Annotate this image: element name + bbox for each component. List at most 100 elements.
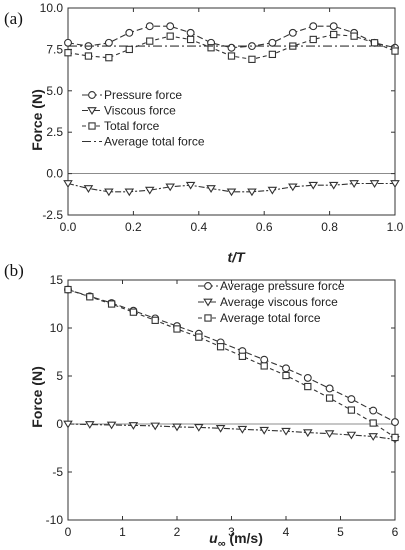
panel-b-xtick-label: 2 (174, 525, 181, 539)
panel-b-xtick-label: 4 (283, 525, 290, 539)
panel-b-average-pressure-force-point (369, 406, 378, 415)
panel-b-average-viscous-force-point (216, 424, 225, 433)
panel-b-average-total-force-point (173, 325, 181, 333)
panel-a-pressure-force-point (227, 43, 236, 52)
panel-b-xlabel: u∞ (m/s) (209, 530, 263, 550)
panel-a-total-force-point (84, 52, 93, 60)
panel-a-xtick-label: 0.2 (125, 220, 142, 234)
panel-b-average-pressure-force-point (347, 395, 356, 403)
panel-a-total-force-point (227, 52, 236, 60)
panel-a-total-force-point (105, 54, 113, 62)
panel-a-plot: 0.0 0.2 0.4 0.6 0.8 1.0-2.50.02.55.07.510.0 (40, 1, 404, 234)
panel-b-series-average-total-force (67, 289, 396, 438)
panel-b-xlabel-subscript: ∞ (218, 538, 226, 550)
panel-b-average-pressure-force-point (282, 364, 290, 373)
panel-a-ytick-label: 2.5 (46, 125, 63, 139)
panel-a-viscous-force-point (370, 180, 379, 188)
panel-a-total-force-point (350, 32, 358, 40)
panel-a-total-force-point (125, 45, 133, 54)
panel-a-pressure-force-point (125, 28, 134, 37)
panel-a-pressure-force-point (309, 22, 318, 31)
panel-b-series-average-pressure-force (67, 289, 396, 423)
panel-a-viscous-force-point (268, 186, 277, 195)
panel-a-ytick-label: 0.0 (46, 167, 63, 181)
panel-b-average-total-force-point (195, 333, 203, 341)
panel-a-total-force-point (391, 47, 399, 55)
panel-b-average-total-force-point (86, 293, 94, 301)
panel-a-pressure-force-point (145, 22, 154, 31)
panel-a-legend-marker-total-force (88, 122, 96, 130)
panel-b-ytick-label: 10 (50, 321, 64, 335)
panel-b-average-pressure-force-point (391, 418, 399, 427)
panel-b-xtick-label: 0 (65, 525, 72, 539)
panel-b-legend-label-average-viscous-force: Average viscous force (220, 295, 338, 309)
panel-b-ylabel: Force (N) (29, 366, 45, 427)
panel-a-total-force-point (248, 55, 256, 63)
panel-a-ytick-label: 10.0 (40, 1, 64, 15)
panel-a-ytick-label: 5.0 (46, 84, 63, 98)
panel-b-xtick-label: 1 (119, 525, 126, 539)
panel-b-average-pressure-force-point (325, 384, 334, 393)
panel-a-frame (67, 7, 396, 216)
panel-b: (b) Force (N) u∞ (m/s) 0 1 2 3 4 5 6 -10 -5 0 5 10 1… (4, 261, 400, 550)
panel-a-total-force-point (186, 35, 195, 44)
panel-b-average-total-force-point (369, 419, 377, 427)
panel-b-ytick-label: 5 (56, 369, 63, 383)
panel-b-label: (b) (4, 261, 24, 280)
panel-a-label: (a) (4, 9, 23, 28)
panel-a-legend-label-average-total-force: Average total force (104, 135, 205, 149)
panel-b-xtick-label: 3 (228, 525, 235, 539)
panel-a-pressure-force-point (329, 22, 338, 31)
panel-a-xlabel: t/T (227, 249, 246, 265)
panel-a-legend-label-total-force: Total force (104, 119, 160, 133)
panel-a-total-force-point (330, 30, 338, 39)
panel-a-legend-marker-pressure-force (88, 91, 96, 99)
panel-b-average-total-force-point (238, 352, 247, 360)
panel-b-average-total-force-point (347, 406, 356, 414)
panel-b-legend-label-average-total-force: Average total force (220, 311, 321, 325)
panel-b-xtick-label: 5 (337, 525, 344, 539)
panel-a-pressure-force-point (268, 38, 277, 47)
panel-a-pressure-force-point (186, 28, 195, 37)
panel-b-legend: Average pressure force Average viscous fo… (198, 279, 345, 325)
panel-b-average-total-force-point (64, 285, 72, 294)
panel-a-xtick-label: 0.8 (321, 220, 338, 234)
panel-b-average-pressure-force-point (303, 373, 312, 382)
panel-b-legend-marker-average-pressure-force (204, 282, 212, 290)
panel-b-ytick-label: -10 (46, 513, 64, 527)
panel-b-ytick-label: 0 (56, 417, 63, 431)
panel-a-viscous-force-point (84, 185, 93, 193)
panel-b-plot: 0 1 2 3 4 5 6 -10 -5 0 5 10 15 (46, 273, 400, 539)
panel-b-average-total-force-point (325, 394, 334, 402)
panel-a: (a) Force (N) t/T 0.0 0.2 0.4 0.6 0.8 1.0 -2.5… (4, 1, 404, 265)
panel-b-xlabel-unit: (m/s) (226, 530, 263, 546)
panel-a-xtick-label: 0.4 (190, 220, 207, 234)
panel-a-ylabel: Force (N) (29, 89, 45, 150)
panel-b-average-total-force-point (129, 308, 138, 316)
panel-b-average-total-force-point (260, 362, 268, 370)
panel-b-ytick-label: -5 (52, 465, 63, 479)
panel-a-xtick-label: 1.0 (387, 220, 404, 234)
panel-b-xlabel-symbol: u (209, 530, 218, 546)
panel-b-average-total-force-point (391, 433, 399, 442)
panel-b-xtick-label: 6 (392, 525, 399, 539)
panel-a-pressure-force-point (288, 28, 297, 37)
panel-a-pressure-force-point (104, 38, 113, 47)
panel-a-xtick-label: 0.6 (256, 220, 273, 234)
panel-b-series-average-viscous-force (67, 423, 396, 440)
panel-b-average-total-force-point (151, 316, 159, 324)
panel-a-viscous-force-point (227, 188, 236, 196)
panel-b-average-total-force-point (304, 382, 312, 391)
panel-b-legend-marker-average-total-force (204, 314, 212, 322)
panel-a-pressure-force-point (64, 38, 72, 47)
panel-b-legend-label-average-pressure-force: Average pressure force (220, 279, 345, 293)
panel-a-total-force-point (268, 50, 277, 59)
panel-a-pressure-force-point (166, 22, 175, 31)
panel-b-average-total-force-point (216, 343, 225, 351)
panel-b-average-total-force-point (107, 300, 116, 308)
panel-b-average-total-force-point (282, 371, 290, 380)
panel-b-ytick-label: 15 (50, 273, 64, 287)
panel-a-total-force-point (370, 39, 379, 47)
